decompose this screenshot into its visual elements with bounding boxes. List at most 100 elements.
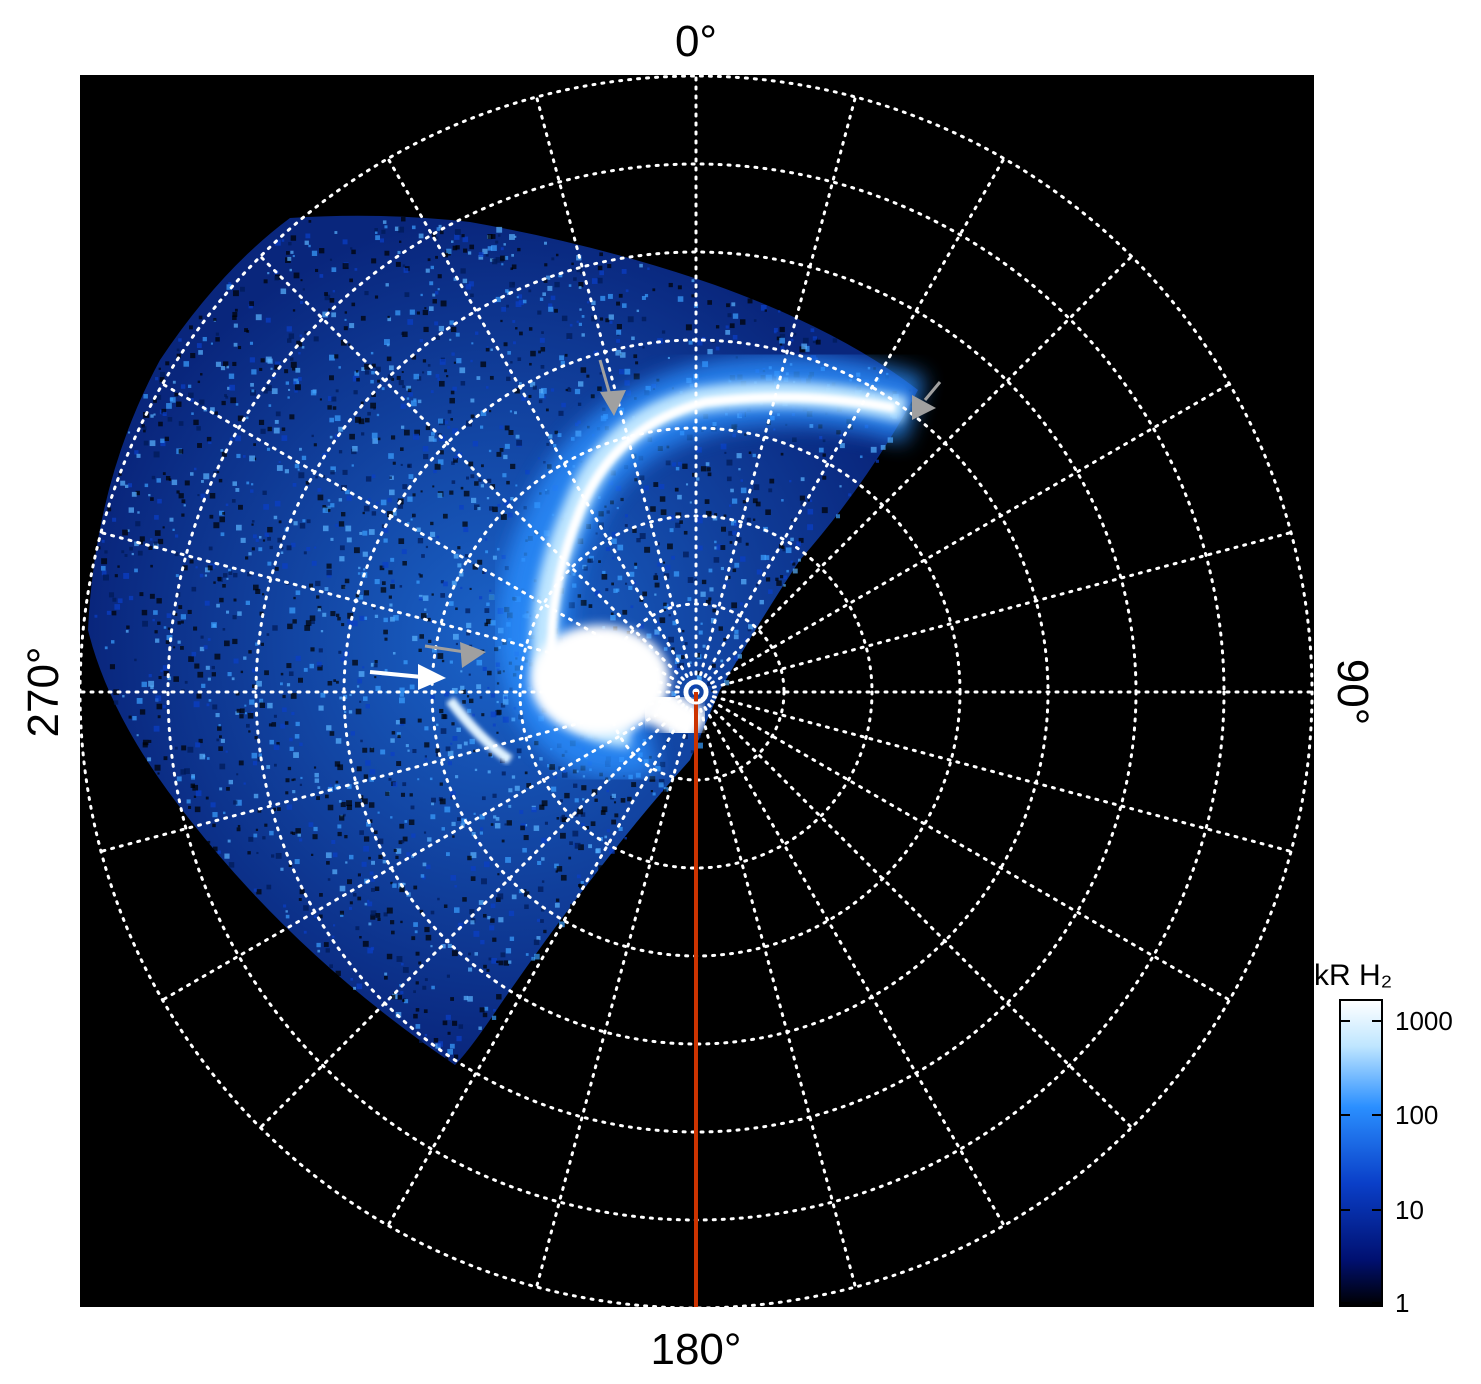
speckle (296, 340, 303, 347)
speckle (325, 852, 332, 859)
speckle (314, 778, 320, 783)
speckle (616, 506, 619, 510)
speckle (755, 501, 761, 507)
speckle (462, 897, 467, 902)
speckle (100, 565, 106, 571)
speckle (760, 305, 767, 311)
speckle (266, 633, 270, 636)
speckle (680, 655, 685, 660)
speckle (344, 578, 350, 584)
speckle (127, 483, 133, 488)
speckle (479, 814, 485, 820)
speckle (711, 663, 716, 668)
speckle (583, 566, 588, 571)
speckle (716, 544, 723, 551)
speckle (247, 571, 252, 577)
speckle (428, 306, 434, 312)
label-90deg: 90° (1328, 659, 1377, 726)
speckle (440, 580, 444, 584)
speckle (689, 661, 692, 664)
speckle (107, 507, 112, 512)
speckle (482, 1012, 488, 1018)
speckle (523, 835, 529, 841)
speckle (298, 351, 301, 355)
speckle (676, 517, 679, 520)
speckle (329, 417, 334, 423)
speckle (384, 972, 388, 976)
speckle (725, 329, 731, 335)
speckle (294, 389, 298, 393)
speckle (251, 547, 255, 551)
speckle (370, 914, 376, 920)
speckle (697, 676, 702, 682)
speckle (606, 829, 610, 833)
speckle (139, 536, 145, 542)
speckle (709, 587, 714, 592)
speckle (420, 874, 425, 878)
speckle (497, 873, 500, 876)
speckle (197, 380, 201, 384)
speckle (142, 742, 148, 748)
speckle (635, 361, 639, 365)
speckle (447, 750, 454, 757)
speckle (447, 943, 452, 948)
speckle (634, 562, 638, 566)
speckle (668, 282, 673, 288)
speckle (659, 761, 666, 768)
speckle (397, 503, 404, 509)
speckle (222, 511, 226, 515)
speckle (129, 546, 133, 551)
speckle (408, 392, 413, 397)
speckle (357, 678, 363, 684)
speckle (288, 333, 295, 339)
speckle (447, 1031, 451, 1035)
speckle (362, 798, 368, 805)
speckle (274, 364, 280, 370)
speckle (611, 532, 617, 537)
speckle (437, 1041, 443, 1047)
speckle (331, 396, 337, 402)
speckle (677, 296, 684, 302)
speckle (452, 735, 458, 741)
speckle (428, 436, 435, 442)
speckle (293, 778, 296, 781)
speckle (495, 897, 501, 902)
speckle (620, 798, 626, 803)
speckle (809, 499, 813, 503)
speckle (692, 472, 697, 477)
speckle (292, 831, 296, 835)
speckle (457, 563, 462, 568)
speckle (303, 905, 309, 911)
speckle (258, 419, 265, 426)
speckle (303, 930, 307, 934)
speckle (370, 946, 375, 951)
speckle (485, 386, 489, 389)
speckle (617, 544, 624, 551)
speckle (248, 304, 253, 309)
speckle (134, 568, 138, 573)
speckle (339, 815, 345, 821)
speckle (409, 309, 415, 315)
speckle (500, 703, 506, 708)
speckle (409, 684, 415, 690)
speckle (153, 451, 160, 458)
speckle (413, 885, 418, 890)
speckle (408, 474, 414, 479)
speckle (350, 731, 355, 736)
speckle (94, 614, 98, 618)
speckle (232, 311, 238, 317)
speckle (700, 591, 706, 597)
speckle (399, 823, 405, 829)
speckle (561, 772, 568, 778)
speckle (533, 825, 540, 831)
speckle (272, 625, 278, 631)
speckle (319, 893, 323, 897)
speckle (161, 408, 167, 414)
speckle (177, 640, 181, 644)
speckle (650, 790, 653, 793)
speckle (620, 352, 626, 358)
speckle (737, 654, 743, 659)
speckle (486, 478, 492, 484)
speckle (327, 405, 332, 410)
speckle (267, 272, 270, 275)
